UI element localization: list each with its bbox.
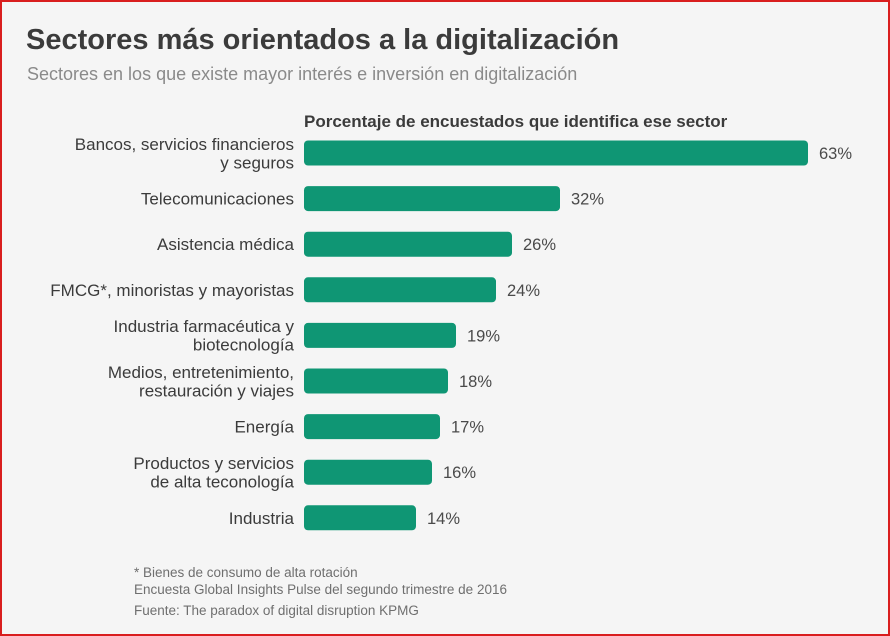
category-label: FMCG*, minoristas y mayoristas xyxy=(50,281,294,300)
bar-value-label: 63% xyxy=(819,145,852,163)
category-label-line: y seguros xyxy=(220,153,294,172)
category-label: Medios, entretenimiento, restauración y v… xyxy=(108,363,294,401)
category-label-line: FMCG*, minoristas y mayoristas xyxy=(50,281,294,300)
category-label-line: de alta teconología xyxy=(150,472,294,491)
bar-value-label: 14% xyxy=(427,510,460,528)
category-label-line: Telecomunicaciones xyxy=(141,190,294,209)
category-label-line: Productos y servicios xyxy=(133,454,294,473)
footnote-survey: Encuesta Global Insights Pulse del segun… xyxy=(134,582,507,597)
bar xyxy=(304,140,808,166)
category-label-line: Medios, entretenimiento, xyxy=(108,363,294,382)
bar xyxy=(304,277,496,303)
category-label: Productos y servicios de alta teconología xyxy=(133,454,294,492)
footnote-source: Fuente: The paradox of digital disruptio… xyxy=(134,603,419,618)
category-label-line: Industria farmacéutica y xyxy=(114,317,295,336)
category-label: Asistencia médica xyxy=(157,235,295,254)
bar-value-label: 32% xyxy=(571,191,604,209)
bar-value-label: 24% xyxy=(507,282,540,300)
category-label-line: Industria xyxy=(229,509,295,528)
footnote-note: * Bienes de consumo de alta rotación xyxy=(134,565,358,580)
bar xyxy=(304,322,456,348)
bar xyxy=(304,505,416,531)
bar-value-label: 26% xyxy=(523,236,556,254)
bar xyxy=(304,186,560,212)
category-label: Industria farmacéutica y biotecnología xyxy=(114,317,295,355)
bar xyxy=(304,231,512,257)
category-label-line: restauración y viajes xyxy=(139,381,294,400)
bar-value-label: 19% xyxy=(467,327,500,345)
category-label: Industria xyxy=(229,509,295,528)
footnotes: * Bienes de consumo de alta rotación Enc… xyxy=(134,564,507,619)
category-label: Bancos, servicios financieros y seguros xyxy=(75,135,294,173)
category-label-line: Bancos, servicios financieros xyxy=(75,135,294,154)
page-subtitle: Sectores en los que existe mayor interés… xyxy=(27,64,578,84)
bar xyxy=(304,368,448,394)
category-label: Energía xyxy=(234,418,294,437)
chart-axis-title: Porcentaje de encuestados que identifica… xyxy=(304,112,728,131)
category-label: Telecomunicaciones xyxy=(141,190,294,209)
bar-value-label: 17% xyxy=(451,419,484,437)
bar-value-label: 18% xyxy=(459,373,492,391)
bar xyxy=(304,459,432,485)
bar xyxy=(304,414,440,440)
category-label-line: Asistencia médica xyxy=(157,235,295,254)
category-label-line: Energía xyxy=(234,418,294,437)
bar-value-label: 16% xyxy=(443,464,476,482)
category-label-line: biotecnología xyxy=(193,336,295,355)
page-title: Sectores más orientados a la digitalizac… xyxy=(26,24,620,56)
